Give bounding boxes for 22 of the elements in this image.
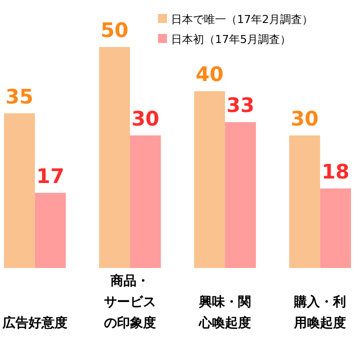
data-label: 30 (290, 106, 319, 130)
bar (130, 135, 161, 268)
bar (194, 91, 226, 268)
bar (320, 188, 351, 268)
x-tick-label: 興味・関心喚起度 (198, 295, 252, 331)
bar (34, 192, 66, 268)
x-tick-label: 商品・サービスの印象度 (104, 273, 156, 331)
data-label: 18 (322, 159, 350, 184)
legend-label: 日本初（17年5月調査） (171, 33, 291, 46)
bar (289, 135, 320, 268)
legend-label: 日本で唯一（17年2月調査） (171, 13, 313, 26)
data-label: 50 (100, 18, 128, 42)
data-label: 33 (226, 93, 254, 118)
x-tick-label: 購入・利用喚起度 (293, 294, 346, 331)
data-label: 30 (131, 106, 160, 130)
x-tick-label: 広告好意度 (1, 315, 68, 331)
data-label: 17 (36, 164, 64, 188)
bar (225, 122, 256, 268)
data-label: 35 (6, 84, 34, 108)
bar (4, 113, 35, 268)
data-label: 40 (196, 62, 224, 86)
bar (99, 47, 130, 268)
